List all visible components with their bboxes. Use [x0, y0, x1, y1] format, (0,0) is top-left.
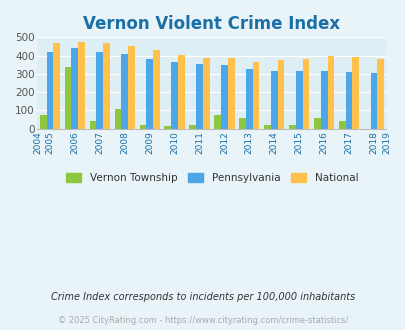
Text: © 2025 CityRating.com - https://www.cityrating.com/crime-statistics/: © 2025 CityRating.com - https://www.city… — [58, 316, 347, 325]
Bar — [320, 72, 327, 129]
Bar — [196, 64, 202, 129]
Bar — [64, 67, 71, 129]
Title: Vernon Violent Crime Index: Vernon Violent Crime Index — [83, 15, 340, 33]
Bar — [239, 118, 245, 129]
Bar — [327, 56, 333, 129]
Bar — [270, 72, 277, 129]
Bar — [153, 50, 159, 129]
Bar — [128, 46, 134, 129]
Bar — [295, 72, 302, 129]
Bar — [78, 42, 85, 129]
Bar — [302, 59, 309, 129]
Bar — [352, 57, 358, 129]
Bar — [139, 125, 146, 129]
Bar — [53, 43, 60, 129]
Bar — [177, 55, 184, 129]
Bar — [214, 115, 220, 129]
Bar — [277, 60, 284, 129]
Bar — [189, 125, 196, 129]
Bar — [264, 125, 270, 129]
Bar — [103, 43, 110, 129]
Bar — [370, 73, 377, 129]
Bar — [90, 121, 96, 129]
Bar — [71, 48, 78, 129]
Bar — [114, 109, 121, 129]
Bar — [164, 126, 171, 129]
Legend: Vernon Township, Pennsylvania, National: Vernon Township, Pennsylvania, National — [61, 169, 362, 187]
Text: Crime Index corresponds to incidents per 100,000 inhabitants: Crime Index corresponds to incidents per… — [51, 292, 354, 302]
Bar — [202, 58, 209, 129]
Bar — [288, 125, 295, 129]
Bar — [121, 54, 128, 129]
Bar — [146, 59, 153, 129]
Bar — [227, 58, 234, 129]
Bar — [345, 72, 352, 129]
Bar — [313, 118, 320, 129]
Bar — [220, 65, 227, 129]
Bar — [245, 69, 252, 129]
Bar — [40, 115, 47, 129]
Bar — [252, 62, 259, 129]
Bar — [171, 62, 177, 129]
Bar — [338, 121, 345, 129]
Bar — [377, 59, 383, 129]
Bar — [47, 51, 53, 129]
Bar — [96, 52, 103, 129]
